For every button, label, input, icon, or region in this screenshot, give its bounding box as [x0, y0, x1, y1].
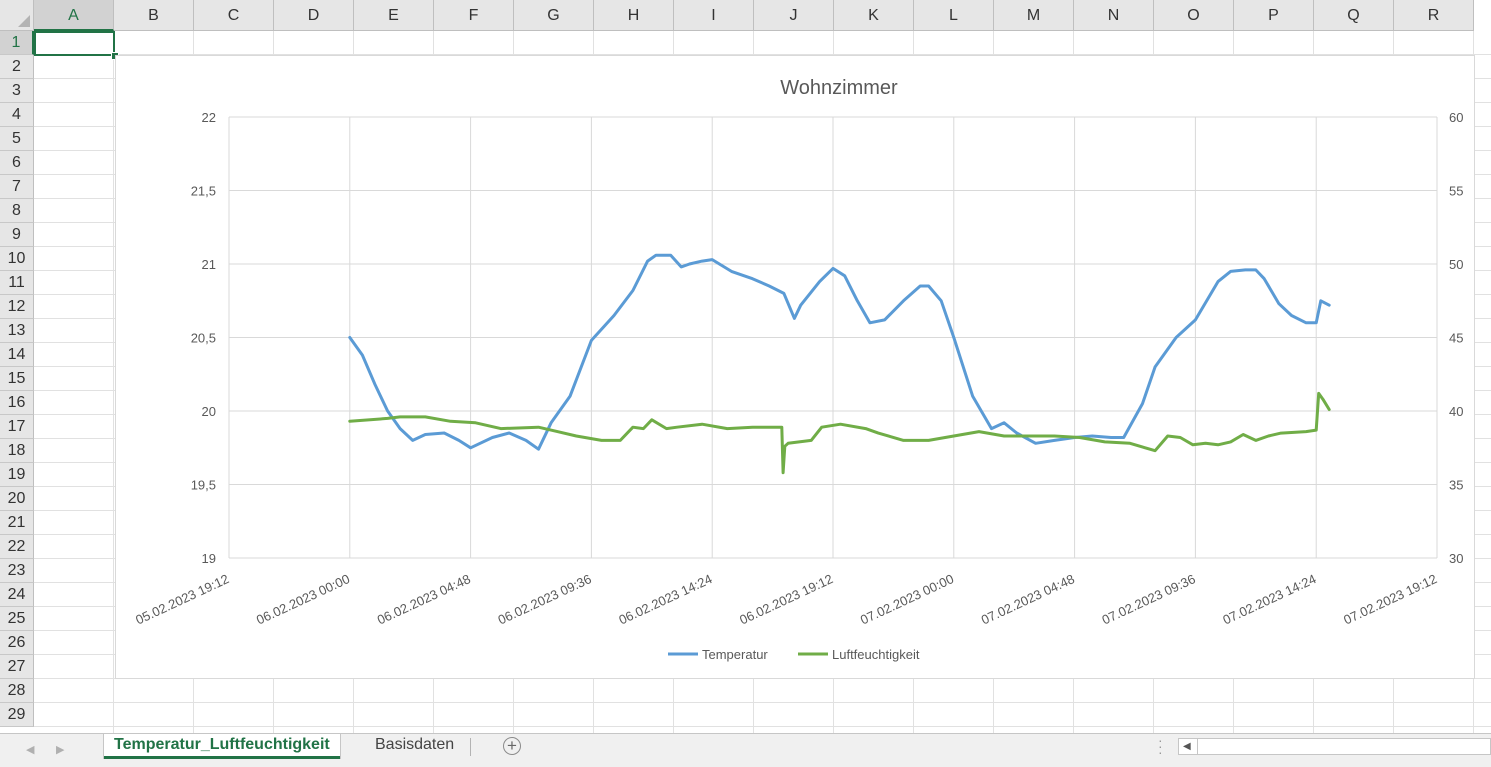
row-header-23[interactable]: 23: [0, 559, 34, 583]
row-header-17[interactable]: 17: [0, 415, 34, 439]
row-header-13[interactable]: 13: [0, 319, 34, 343]
x-tick-label: 07.02.2023 04:48: [979, 571, 1077, 627]
row-header-25[interactable]: 25: [0, 607, 34, 631]
y-right-tick-label: 55: [1449, 184, 1463, 199]
row-header-26[interactable]: 26: [0, 631, 34, 655]
column-header-m[interactable]: M: [994, 0, 1074, 31]
column-header-j[interactable]: J: [754, 0, 834, 31]
row-header-14[interactable]: 14: [0, 343, 34, 367]
column-header-g[interactable]: G: [514, 0, 594, 31]
row-header-29[interactable]: 29: [0, 703, 34, 727]
row-header-7[interactable]: 7: [0, 175, 34, 199]
x-tick-label: 06.02.2023 19:12: [737, 571, 835, 627]
scrollbar-thumb[interactable]: [1197, 739, 1488, 754]
y-right-tick-label: 40: [1449, 404, 1463, 419]
row-header-1[interactable]: 1: [0, 31, 34, 55]
row-header-28[interactable]: 28: [0, 679, 34, 703]
chart-wohnzimmer[interactable]: Wohnzimmer 19 19,5 20 20,5 21 21,5 22 30 35 40 45 50…: [115, 55, 1475, 679]
row-header-24[interactable]: 24: [0, 583, 34, 607]
more-options-dots-icon[interactable]: · · ·: [1158, 732, 1163, 760]
column-header-h[interactable]: H: [594, 0, 674, 31]
x-tick-label: 07.02.2023 09:36: [1100, 571, 1198, 627]
column-header-p[interactable]: P: [1234, 0, 1314, 31]
x-tick-label: 06.02.2023 00:00: [254, 571, 352, 627]
column-header-e[interactable]: E: [354, 0, 434, 31]
column-header-r[interactable]: R: [1394, 0, 1474, 31]
x-tick-label: 07.02.2023 00:00: [858, 571, 956, 627]
sheet-tab-bar: ◀ ▶ Temperatur_Luftfeuchtigkeit Basisdat…: [0, 733, 1491, 767]
triangle-left-icon[interactable]: ◀: [26, 744, 35, 756]
chart-title: Wohnzimmer: [780, 77, 898, 99]
y-left-tick-label: 19,5: [191, 478, 216, 493]
x-tick-label: 07.02.2023 14:24: [1220, 571, 1318, 627]
column-header-n[interactable]: N: [1074, 0, 1154, 31]
select-all-triangle-icon: [18, 15, 30, 27]
column-gridline: [113, 31, 114, 733]
row-header-16[interactable]: 16: [0, 391, 34, 415]
legend-label-luftfeuchtigkeit: Luftfeuchtigkeit: [832, 647, 920, 662]
column-header-f[interactable]: F: [434, 0, 514, 31]
column-header-i[interactable]: I: [674, 0, 754, 31]
selected-cell-a1[interactable]: [34, 31, 115, 56]
series-line-temperatur: [348, 253, 1331, 451]
chart-canvas: Wohnzimmer 19 19,5 20 20,5 21 21,5 22 30 35 40 45 50…: [133, 77, 1463, 662]
column-header-a[interactable]: A: [34, 0, 114, 31]
row-header-27[interactable]: 27: [0, 655, 34, 679]
row-header-2[interactable]: 2: [0, 55, 34, 79]
y-right-tick-label: 30: [1449, 551, 1463, 566]
y-left-tick-label: 22: [202, 110, 216, 125]
triangle-left-icon[interactable]: ◀: [1183, 741, 1191, 752]
horizontal-scrollbar[interactable]: ◀: [1178, 738, 1491, 755]
y-left-tick-label: 19: [202, 551, 216, 566]
tab-basisdaten[interactable]: Basisdaten: [375, 736, 455, 753]
y-right-tick-label: 35: [1449, 478, 1463, 493]
row-header-3[interactable]: 3: [0, 79, 34, 103]
y-left-tick-label: 20: [202, 404, 216, 419]
tab-temperatur-luftfeuchtigkeit[interactable]: Temperatur_Luftfeuchtigkeit: [104, 734, 340, 759]
column-header-b[interactable]: B: [114, 0, 194, 31]
legend-label-temperatur: Temperatur: [702, 647, 768, 662]
row-header-6[interactable]: 6: [0, 151, 34, 175]
row-header-8[interactable]: 8: [0, 199, 34, 223]
column-header-d[interactable]: D: [274, 0, 354, 31]
row-header-20[interactable]: 20: [0, 487, 34, 511]
x-tick-label: 06.02.2023 14:24: [616, 571, 714, 627]
tab-divider: [470, 738, 471, 756]
y-left-tick-label: 20,5: [191, 331, 216, 346]
row-header-18[interactable]: 18: [0, 439, 34, 463]
y-left-tick-label: 21: [202, 257, 216, 272]
y-right-tick-label: 60: [1449, 110, 1463, 125]
triangle-right-icon[interactable]: ▶: [56, 744, 65, 756]
row-header-22[interactable]: 22: [0, 535, 34, 559]
column-header-k[interactable]: K: [834, 0, 914, 31]
row-header-10[interactable]: 10: [0, 247, 34, 271]
column-header-c[interactable]: C: [194, 0, 274, 31]
select-all-corner[interactable]: [0, 0, 34, 31]
y-right-tick-label: 45: [1449, 331, 1463, 346]
column-header-o[interactable]: O: [1154, 0, 1234, 31]
row-gridline: [34, 726, 1491, 727]
plus-circle-icon[interactable]: +: [503, 737, 521, 755]
column-header-q[interactable]: Q: [1314, 0, 1394, 31]
row-header-4[interactable]: 4: [0, 103, 34, 127]
x-tick-label: 06.02.2023 09:36: [496, 571, 594, 627]
row-header-5[interactable]: 5: [0, 127, 34, 151]
y-left-tick-label: 21,5: [191, 184, 216, 199]
row-header-19[interactable]: 19: [0, 463, 34, 487]
row-header-9[interactable]: 9: [0, 223, 34, 247]
column-header-l[interactable]: L: [914, 0, 994, 31]
series-line-luftfeuchtigkeit: [348, 391, 1331, 475]
x-tick-label: 05.02.2023 19:12: [133, 571, 231, 627]
row-gridline: [34, 702, 1491, 703]
y-right-tick-label: 50: [1449, 257, 1463, 272]
row-header-12[interactable]: 12: [0, 295, 34, 319]
x-tick-label: 06.02.2023 04:48: [375, 571, 473, 627]
x-tick-label: 07.02.2023 19:12: [1341, 571, 1439, 627]
row-header-11[interactable]: 11: [0, 271, 34, 295]
row-header-15[interactable]: 15: [0, 367, 34, 391]
row-header-21[interactable]: 21: [0, 511, 34, 535]
row-gridline: [34, 54, 1491, 55]
